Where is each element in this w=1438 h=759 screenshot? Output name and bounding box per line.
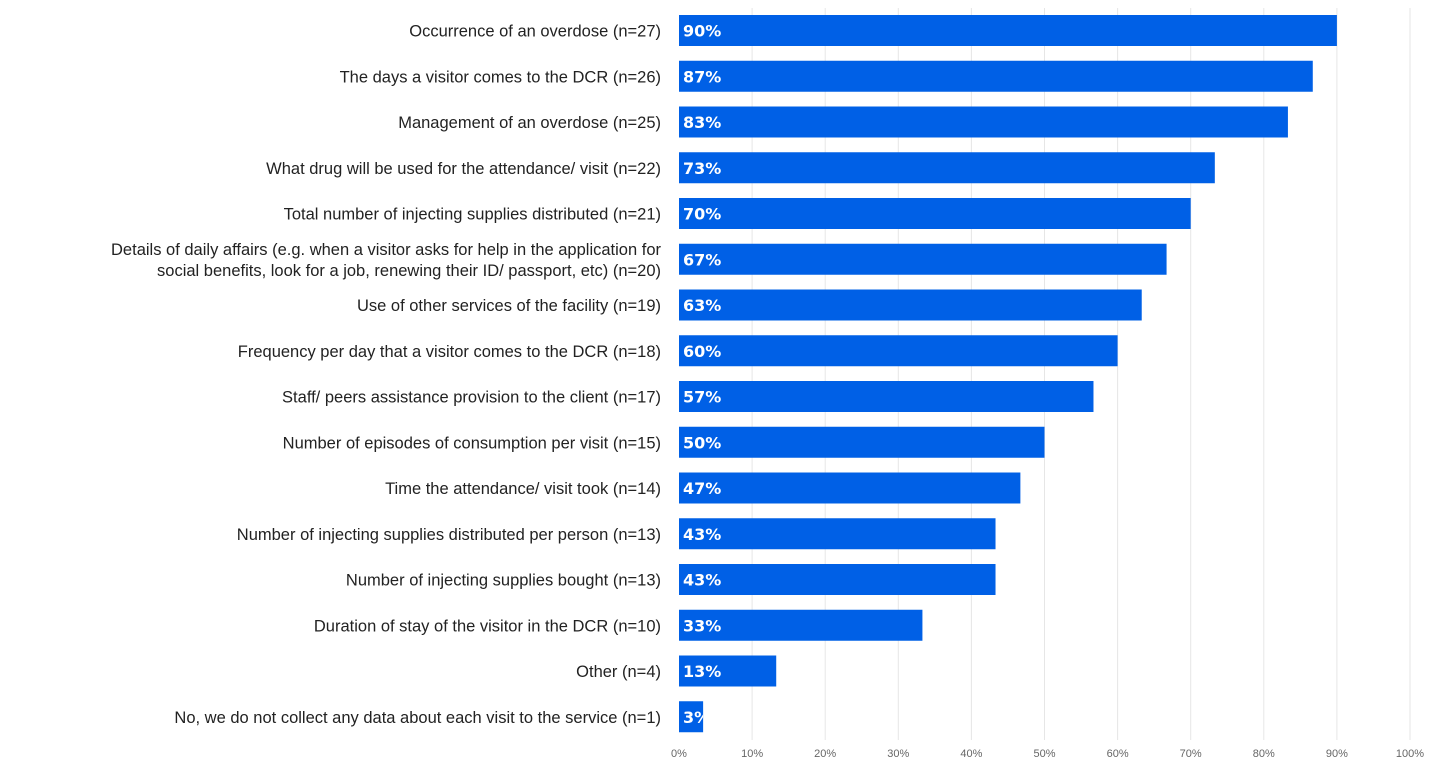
bar-value-label: 73%: [683, 159, 721, 178]
category-label: Occurrence of an overdose (n=27): [409, 23, 661, 41]
category-label-line: Number of episodes of consumption per vi…: [283, 434, 661, 452]
bar-value-label: 90%: [683, 22, 721, 41]
category-label-line: social benefits, look for a job, renewin…: [157, 262, 661, 280]
bar-value-label: 13%: [683, 662, 721, 681]
x-tick-label: 40%: [960, 748, 982, 759]
bar: [679, 152, 1215, 184]
bar: [679, 426, 1045, 458]
category-label-line: Details of daily affairs (e.g. when a vi…: [111, 241, 661, 259]
x-tick-label: 50%: [1033, 748, 1055, 759]
bar-value-label: 3%: [683, 708, 710, 727]
category-label-line: Duration of stay of the visitor in the D…: [314, 617, 661, 635]
x-tick-label: 70%: [1180, 748, 1202, 759]
category-label: Details of daily affairs (e.g. when a vi…: [111, 241, 661, 280]
bar: [679, 106, 1288, 138]
category-label-line: The days a visitor comes to the DCR (n=2…: [340, 68, 661, 86]
category-label: The days a visitor comes to the DCR (n=2…: [340, 68, 661, 86]
x-tick-label: 10%: [741, 748, 763, 759]
category-label-line: Staff/ peers assistance provision to the…: [282, 389, 661, 407]
bar-value-label: 63%: [683, 296, 721, 315]
category-label: No, we do not collect any data about eac…: [174, 709, 661, 727]
bar-value-label: 43%: [683, 571, 721, 590]
x-tick-label: 90%: [1326, 748, 1348, 759]
bar: [679, 701, 704, 733]
bar: [679, 335, 1118, 367]
category-label-line: Occurrence of an overdose (n=27): [409, 23, 661, 41]
x-tick-label: 60%: [1107, 748, 1129, 759]
bar: [679, 243, 1167, 275]
x-tick-label: 0%: [671, 748, 687, 759]
bar: [679, 289, 1142, 321]
bar-value-label: 70%: [683, 205, 721, 224]
category-label: Number of episodes of consumption per vi…: [283, 434, 661, 452]
bar: [679, 381, 1094, 412]
category-label: Number of injecting supplies bought (n=1…: [346, 572, 661, 590]
value-labels: 90% 87% 83% 73% 70% 67% 63% 60% 57% 50% 47% 43% 43% 3…: [683, 22, 721, 727]
bar-value-label: 50%: [683, 433, 721, 452]
category-label-line: Frequency per day that a visitor comes t…: [238, 343, 661, 361]
bar: [679, 15, 1337, 46]
bar: [679, 655, 777, 687]
bar-value-label: 60%: [683, 342, 721, 361]
bar: [679, 609, 923, 641]
bar-value-label: 43%: [683, 525, 721, 544]
bar-value-label: 87%: [683, 67, 721, 86]
category-labels: Occurrence of an overdose (n=27) The days…: [111, 23, 661, 727]
category-label: What drug will be used for the attendanc…: [266, 160, 661, 178]
x-axis-tick-labels: 0% 10% 20% 30% 40% 50% 60% 70% 80% 90% 100%: [671, 748, 1424, 759]
category-label: Staff/ peers assistance provision to the…: [282, 389, 661, 407]
bar-value-label: 57%: [683, 388, 721, 407]
category-label-line: No, we do not collect any data about eac…: [174, 709, 661, 727]
category-label: Use of other services of the facility (n…: [357, 297, 661, 315]
category-label-line: Number of injecting supplies distributed…: [237, 526, 661, 544]
category-label: Other (n=4): [576, 663, 661, 681]
bar: [679, 518, 996, 550]
category-label-line: Number of injecting supplies bought (n=1…: [346, 572, 661, 590]
category-label-line: Use of other services of the facility (n…: [357, 297, 661, 315]
category-label-line: Total number of injecting supplies distr…: [284, 206, 661, 224]
bar: [679, 472, 1021, 504]
bar: [679, 198, 1191, 229]
category-label: Total number of injecting supplies distr…: [284, 206, 661, 224]
bar: [679, 564, 996, 595]
x-tick-label: 30%: [887, 748, 909, 759]
bar: [679, 60, 1313, 92]
category-label: Number of injecting supplies distributed…: [237, 526, 661, 544]
bar-value-label: 47%: [683, 479, 721, 498]
category-label-line: Time the attendance/ visit took (n=14): [385, 480, 661, 498]
bars: [679, 15, 1337, 733]
x-tick-label: 80%: [1253, 748, 1275, 759]
category-label: Frequency per day that a visitor comes t…: [238, 343, 661, 361]
category-label-line: Management of an overdose (n=25): [398, 114, 661, 132]
category-label: Management of an overdose (n=25): [398, 114, 661, 132]
category-label-line: What drug will be used for the attendanc…: [266, 160, 661, 178]
bar-value-label: 33%: [683, 616, 721, 635]
bar-value-label: 83%: [683, 113, 721, 132]
category-label: Duration of stay of the visitor in the D…: [314, 617, 661, 635]
category-label: Time the attendance/ visit took (n=14): [385, 480, 661, 498]
bar-value-label: 67%: [683, 250, 721, 269]
category-label-line: Other (n=4): [576, 663, 661, 681]
x-tick-label: 20%: [814, 748, 836, 759]
x-tick-label: 100%: [1396, 748, 1424, 759]
